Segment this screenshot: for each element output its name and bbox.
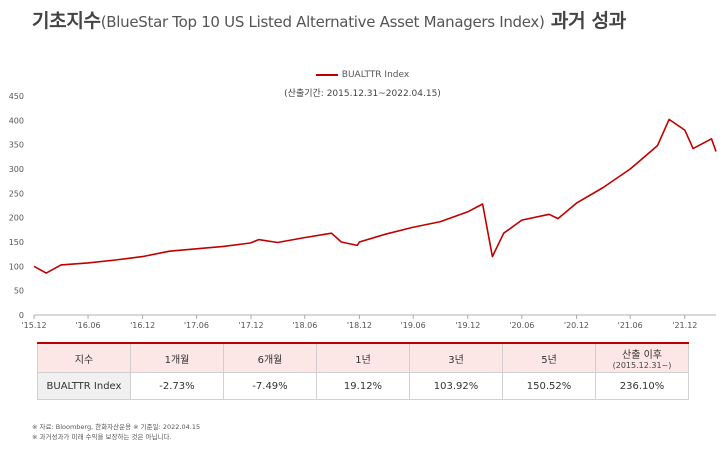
title-main: 기초지수: [32, 10, 101, 32]
header-since-inception: 산출 이후 (2015.12.31~): [595, 342, 689, 373]
header-since-date: (2015.12.31~): [612, 361, 672, 370]
page-title: 기초지수(BlueStar Top 10 US Listed Alternati…: [32, 6, 626, 33]
y-tick-label: 200: [9, 214, 24, 223]
y-tick-label: 100: [9, 262, 24, 271]
row-index-name: BUALTTR Index: [37, 372, 131, 400]
title-suffix: 과거 성과: [550, 10, 626, 32]
x-tick-label: '17.06: [184, 321, 209, 330]
x-tick-label: '16.06: [75, 321, 100, 330]
x-axis: '15.12 '16.06 '16.12 '17.06 '17.12 '18.06 '18.…: [21, 314, 716, 330]
cell-6m: -7.49%: [223, 372, 317, 400]
y-tick-label: 350: [9, 141, 24, 150]
header-3y: 3년: [409, 342, 503, 373]
x-tick-label: '21.06: [618, 321, 643, 330]
cell-1y: 19.12%: [316, 372, 410, 400]
plot-area: [33, 118, 717, 274]
x-tick-label: '18.12: [347, 321, 372, 330]
header-1y: 1년: [316, 342, 410, 373]
x-tick-label: '17.12: [238, 321, 263, 330]
legend-swatch: [315, 73, 338, 76]
performance-table: 지수 1개월 6개월 1년 3년 5년 산출 이후 (2015.12.31~) …: [37, 342, 689, 400]
cell-since-inception: 236.10%: [595, 372, 689, 400]
y-axis: 0 50 100 150 200 250 300 350 400 450: [9, 92, 24, 320]
y-tick-label: 0: [19, 311, 24, 320]
x-tick-label: '16.12: [130, 321, 155, 330]
line-chart: 0 50 100 150 200 250 300 350 400 450 '15.12 '16.06…: [9, 92, 717, 330]
x-tick-label: '21.12: [672, 321, 697, 330]
table-header-row: 지수 1개월 6개월 1년 3년 5년 산출 이후 (2015.12.31~): [37, 342, 689, 373]
cell-3y: 103.92%: [409, 372, 503, 400]
y-tick-label: 400: [9, 116, 24, 125]
y-tick-label: 300: [9, 165, 24, 174]
y-tick-label: 250: [9, 189, 24, 198]
legend-label: BUALTTR Index: [341, 70, 410, 80]
footnote-disclaimer: ※ 과거성과가 미래 수익을 보장하는 것은 아닙니다.: [32, 433, 172, 441]
x-tick-label: '19.12: [455, 321, 480, 330]
footnotes: ※ 자료: Bloomberg, 한화자산운용 ※ 기준일: 2022.04.1…: [32, 422, 200, 442]
table-row: BUALTTR Index -2.73% -7.49% 19.12% 103.9…: [37, 372, 689, 400]
cell-5y: 150.52%: [502, 372, 596, 400]
x-tick-label: '20.12: [564, 321, 589, 330]
header-5y: 5년: [502, 342, 596, 373]
header-index: 지수: [37, 342, 131, 373]
header-1m: 1개월: [130, 342, 224, 373]
series-line-bualttr: [33, 118, 717, 274]
x-tick-label: '15.12: [21, 321, 46, 330]
title-index-name: (BlueStar Top 10 US Listed Alternative A…: [100, 13, 545, 31]
x-tick-label: '20.06: [509, 321, 534, 330]
calculation-period: (산출기간: 2015.12.31~2022.04.15): [284, 89, 441, 99]
header-since-label: 산출 이후: [622, 350, 662, 361]
y-tick-label: 50: [14, 287, 24, 296]
x-tick-label: '18.06: [292, 321, 317, 330]
y-tick-label: 450: [9, 92, 24, 101]
x-tick-label: '19.06: [401, 321, 426, 330]
footnote-source: ※ 자료: Bloomberg, 한화자산운용 ※ 기준일: 2022.04.1…: [32, 423, 201, 431]
header-6m: 6개월: [223, 342, 317, 373]
chart-legend: BUALTTR Index: [0, 70, 725, 80]
y-tick-label: 150: [9, 238, 24, 247]
cell-1m: -2.73%: [130, 372, 224, 400]
